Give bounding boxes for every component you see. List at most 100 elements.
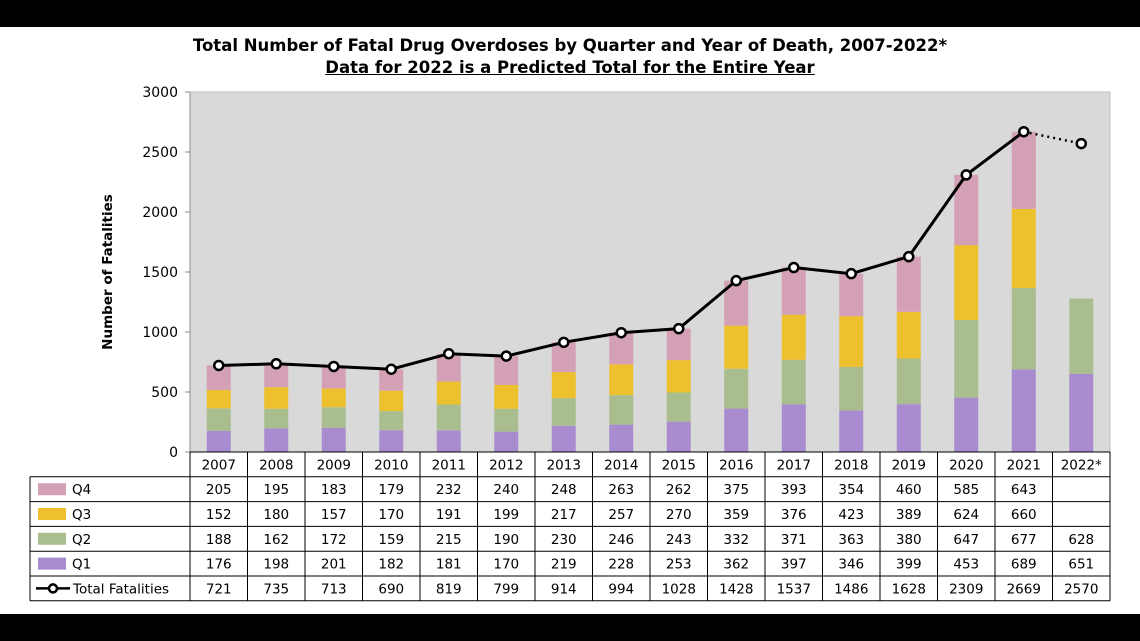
x-tick-label: 2009	[317, 457, 351, 473]
legend-marker-total	[47, 583, 59, 594]
data-label: 389	[896, 507, 922, 523]
legend-label-q4: Q4	[72, 482, 91, 498]
data-label: 232	[436, 482, 462, 498]
data-label: 205	[206, 482, 232, 498]
bar-q4	[264, 363, 289, 388]
data-label-total: 2570	[1064, 581, 1098, 597]
x-tick-label: 2018	[834, 457, 868, 473]
bar-q1	[896, 404, 921, 452]
data-label: 246	[608, 532, 634, 548]
bar-q1	[1069, 373, 1094, 452]
bar-q2	[206, 408, 231, 431]
bar-q2	[1069, 298, 1094, 374]
bar-q2	[264, 408, 289, 429]
bar-q3	[206, 390, 231, 409]
bar-q3	[954, 245, 979, 320]
data-label: 215	[436, 532, 462, 548]
total-point	[558, 336, 570, 349]
data-label: 375	[723, 482, 749, 498]
chart-svg: 0 500 1000 1500 2000 2500 3000 Number of Fatali…	[29, 85, 1111, 602]
data-label: 270	[666, 507, 692, 523]
data-label-total: 994	[608, 581, 634, 597]
x-tick-label: 2022*	[1061, 457, 1102, 473]
bar-q2	[436, 404, 461, 431]
legend-label-q1: Q1	[72, 557, 91, 573]
data-label: 181	[436, 557, 462, 573]
data-label: 628	[1068, 532, 1094, 548]
data-label: 660	[1011, 507, 1037, 523]
legend-swatch-q1	[38, 557, 66, 570]
bar-q3	[436, 381, 461, 405]
bar-q3	[666, 360, 691, 393]
data-label-total: 819	[436, 581, 462, 597]
bar-q3	[839, 316, 864, 367]
data-label-total: 735	[263, 581, 289, 597]
bar-q2	[494, 408, 519, 432]
total-point	[500, 350, 512, 362]
bar-q3	[1011, 208, 1036, 289]
bar-q3	[551, 372, 576, 399]
data-label: 172	[321, 532, 347, 548]
data-label: 228	[608, 557, 634, 573]
total-point	[213, 359, 225, 372]
data-label-total: 1028	[662, 581, 696, 597]
data-label: 182	[378, 557, 404, 573]
y-tick-label: 500	[151, 385, 178, 401]
total-point	[443, 347, 455, 360]
x-tick-label: 2013	[547, 457, 581, 473]
data-label: 263	[608, 482, 634, 498]
bar-q3	[609, 364, 634, 396]
total-point	[615, 326, 627, 339]
bar-q1	[839, 410, 864, 452]
x-tick-label: 2016	[719, 457, 753, 473]
chart-subtitle: Data for 2022 is a Predicted Total for t…	[325, 58, 815, 77]
data-label-total: 713	[321, 581, 347, 597]
bar-q4	[896, 256, 921, 312]
data-label-total: 1486	[834, 581, 868, 597]
data-label: 362	[723, 557, 749, 573]
bar-q1	[666, 421, 691, 452]
data-label: 195	[263, 482, 289, 498]
total-point	[328, 360, 340, 373]
bar-q2	[379, 411, 404, 431]
total-point	[385, 363, 397, 375]
data-label: 689	[1011, 557, 1037, 573]
x-tick-label: 2008	[259, 457, 293, 473]
bar-q1	[1011, 369, 1036, 452]
x-tick-label: 2017	[777, 457, 811, 473]
bar-q1	[264, 428, 289, 452]
data-label: 219	[551, 557, 577, 573]
chart-frame: Total Number of Fatal Drug Overdoses by …	[0, 27, 1140, 614]
x-tick-label: 2019	[892, 457, 926, 473]
data-label-total: 1428	[719, 581, 753, 597]
bar-q3	[321, 388, 346, 408]
bar-q1	[321, 427, 346, 452]
data-label: 170	[378, 507, 404, 523]
bar-q2	[954, 320, 979, 398]
data-label: 198	[263, 557, 289, 573]
y-tick-label: 0	[169, 445, 178, 461]
data-label: 190	[493, 532, 519, 548]
total-point	[270, 358, 282, 370]
data-label: 159	[378, 532, 404, 548]
data-label: 162	[263, 532, 289, 548]
data-label-total: 1537	[777, 581, 811, 597]
data-label: 363	[838, 532, 864, 548]
bar-q3	[494, 384, 519, 409]
bar-q1	[724, 408, 749, 452]
bar-q3	[781, 314, 806, 360]
x-tick-label: 2021	[1007, 457, 1041, 473]
data-label: 179	[378, 482, 404, 498]
bar-q2	[896, 358, 921, 405]
data-label: 248	[551, 482, 577, 498]
total-point	[960, 169, 972, 181]
data-label: 243	[666, 532, 692, 548]
bar-q1	[551, 425, 576, 452]
data-label: 157	[321, 507, 347, 523]
legend-swatch-q2	[38, 532, 66, 545]
data-label: 399	[896, 557, 922, 573]
data-label: 397	[781, 557, 807, 573]
data-label-total: 1628	[892, 581, 926, 597]
data-label-total: 2309	[949, 581, 983, 597]
data-label-total: 2669	[1007, 581, 1041, 597]
